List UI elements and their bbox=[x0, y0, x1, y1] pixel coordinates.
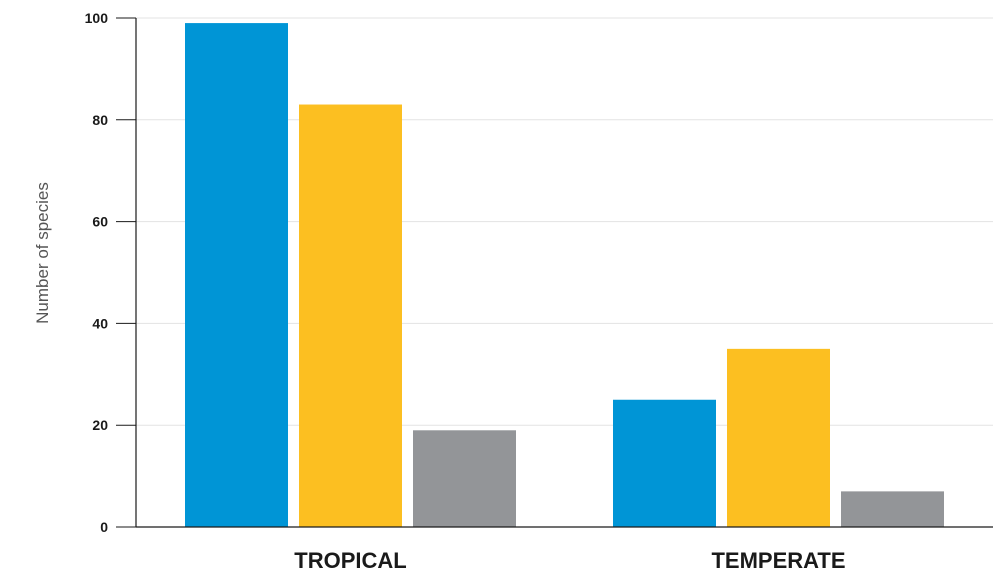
y-tick-label: 100 bbox=[85, 10, 109, 26]
category-label-temperate: TEMPERATE bbox=[711, 548, 845, 573]
bars bbox=[185, 23, 944, 528]
category-labels: TROPICAL TEMPERATE bbox=[294, 548, 845, 573]
bar-temperate-3 bbox=[841, 491, 944, 527]
y-tick-label: 40 bbox=[92, 315, 108, 331]
y-tick-labels: 0 20 40 60 80 100 bbox=[85, 10, 136, 535]
y-axis-title: Number of species bbox=[33, 182, 52, 324]
category-label-tropical: TROPICAL bbox=[294, 548, 406, 573]
bar-tropical-3 bbox=[413, 430, 516, 527]
bar-tropical-1 bbox=[185, 23, 288, 528]
y-tick-label: 0 bbox=[100, 519, 108, 535]
y-tick-label: 80 bbox=[92, 112, 108, 128]
y-tick-label: 20 bbox=[92, 417, 108, 433]
bar-temperate-2 bbox=[727, 348, 830, 527]
bar-temperate-1 bbox=[613, 399, 716, 527]
y-tick-label: 60 bbox=[92, 214, 108, 230]
bar-tropical-2 bbox=[299, 104, 402, 527]
